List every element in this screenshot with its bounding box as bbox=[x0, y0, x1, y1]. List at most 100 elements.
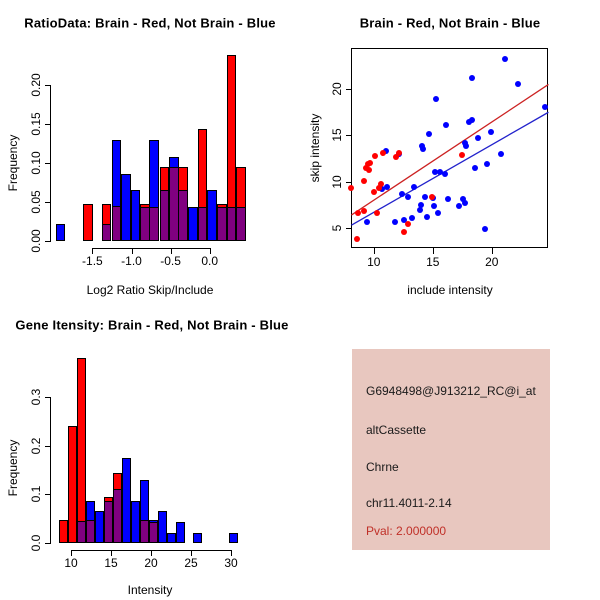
scatter-point-not-brain bbox=[474, 135, 481, 142]
hist-bar bbox=[121, 173, 131, 241]
scatter-point-not-brain bbox=[481, 225, 488, 232]
scatter-point-not-brain bbox=[379, 186, 386, 193]
hist-bar-overlap bbox=[197, 207, 208, 241]
scatter-point-not-brain bbox=[405, 194, 412, 201]
scatter-point-brain bbox=[361, 208, 368, 215]
x-axis-tick bbox=[209, 248, 211, 254]
ratio-hist-title: RatioData: Brain - Red, Not Brain - Blue bbox=[24, 15, 276, 31]
hist-bar-overlap bbox=[76, 521, 86, 543]
scatter-point-not-brain bbox=[487, 128, 494, 135]
y-axis-tick bbox=[45, 202, 50, 203]
hist-bar bbox=[130, 190, 141, 241]
scatter-point-not-brain bbox=[418, 201, 424, 208]
y-axis-tick bbox=[45, 241, 50, 242]
x-axis-tick-label: -1.5 bbox=[82, 254, 103, 268]
hist-bar-overlap bbox=[217, 207, 227, 241]
scatter-x-tick-label: 10 bbox=[367, 255, 381, 269]
gene-hist-title: Gene Itensity: Brain - Red, Not Brain - … bbox=[15, 317, 289, 333]
scatter-point-not-brain bbox=[468, 116, 475, 123]
hist-bar-overlap bbox=[140, 519, 150, 543]
scatter-point-not-brain bbox=[462, 142, 469, 149]
hist-bar bbox=[166, 533, 176, 543]
scatter-point-not-brain bbox=[445, 196, 452, 203]
scatter-point-not-brain bbox=[430, 202, 437, 209]
scatter-point-brain bbox=[375, 185, 382, 192]
probe-id-text: G6948498@J913212_RC@i_at bbox=[366, 384, 536, 398]
hist-bar bbox=[82, 203, 93, 241]
y-axis-tick-label: 0.00 bbox=[29, 229, 43, 253]
y-axis-tick bbox=[45, 124, 50, 125]
x-axis-tick-label: 25 bbox=[184, 556, 198, 570]
hist-bar-overlap bbox=[139, 207, 150, 241]
scatter-y-tick-label: 20 bbox=[330, 82, 344, 96]
scatter-plot-box bbox=[351, 48, 548, 248]
hist-bar bbox=[94, 511, 104, 543]
hist-bar bbox=[68, 426, 78, 543]
scatter-point-not-brain bbox=[442, 122, 449, 129]
gene-hist-ylabel: Frequency bbox=[6, 439, 20, 497]
y-axis-tick-label: 0.1 bbox=[29, 485, 43, 503]
scatter-point-brain bbox=[370, 188, 377, 195]
x-axis-tick bbox=[151, 550, 152, 556]
gene-info-panel: G6948498@J913212_RC@i_at altCassette Chr… bbox=[352, 349, 550, 550]
x-axis-tick-label: 15 bbox=[104, 556, 118, 570]
y-axis-tick bbox=[45, 163, 50, 164]
hist-bar bbox=[55, 223, 66, 241]
scatter-point-not-brain bbox=[541, 103, 548, 110]
scatter-point-brain bbox=[395, 149, 402, 156]
hist-bar-overlap bbox=[112, 489, 122, 543]
y-axis-tick-label: 0.05 bbox=[29, 190, 43, 214]
y-axis-tick bbox=[45, 85, 50, 86]
scatter-point-not-brain bbox=[383, 184, 390, 191]
hist-bar-overlap bbox=[236, 207, 246, 241]
ratio-hist-ylabel: Frequency bbox=[6, 134, 20, 192]
splice-type-text: altCassette bbox=[366, 423, 427, 437]
scatter-point-not-brain bbox=[461, 199, 468, 206]
hist-bar bbox=[76, 357, 86, 543]
x-axis-line bbox=[92, 248, 211, 249]
y-axis-tick-label: 0.20 bbox=[29, 73, 43, 97]
hist-bar-overlap bbox=[148, 522, 158, 543]
scatter-point-not-brain bbox=[484, 161, 491, 168]
x-axis-tick-label: 30 bbox=[224, 556, 238, 570]
locus-text: chr11.4011-2.14 bbox=[366, 496, 452, 510]
scatter-point-not-brain bbox=[436, 169, 443, 176]
hist-bar-overlap bbox=[226, 207, 237, 241]
scatter-point-brain bbox=[348, 185, 355, 192]
x-axis-tick bbox=[231, 550, 232, 556]
scatter-y-tick-label: 15 bbox=[330, 128, 344, 143]
hist-bar-overlap bbox=[101, 223, 112, 241]
hist-bar bbox=[58, 519, 68, 543]
scatter-point-not-brain bbox=[408, 214, 415, 221]
hist-bar bbox=[122, 458, 132, 543]
scatter-y-tick-label: 10 bbox=[330, 175, 344, 189]
scatter-point-not-brain bbox=[426, 131, 433, 138]
scatter-y-tick bbox=[346, 135, 351, 137]
y-axis-tick bbox=[45, 494, 50, 496]
hist-bar-overlap bbox=[149, 207, 159, 241]
scatter-point-brain bbox=[405, 221, 412, 228]
x-axis-tick bbox=[131, 248, 133, 254]
scatter-point-not-brain bbox=[433, 96, 440, 103]
x-axis-tick bbox=[71, 550, 72, 556]
scatter-x-tick bbox=[491, 248, 493, 254]
y-axis-tick-label: 0.10 bbox=[29, 151, 43, 175]
y-axis-tick bbox=[45, 396, 50, 398]
scatter-point-brain bbox=[354, 236, 361, 243]
x-axis-tick bbox=[170, 248, 172, 254]
scatter-point-not-brain bbox=[421, 194, 428, 201]
x-axis-tick bbox=[92, 248, 94, 254]
scatter-ylabel: skip intensity bbox=[308, 113, 322, 183]
scatter-point-brain bbox=[401, 228, 408, 235]
scatter-point-brain bbox=[393, 153, 400, 160]
scatter-point-not-brain bbox=[514, 80, 521, 87]
hist-bar bbox=[188, 207, 199, 241]
hist-bar bbox=[158, 511, 168, 543]
y-axis-tick bbox=[45, 445, 50, 447]
scatter-point-brain bbox=[377, 181, 384, 188]
ratio-hist-xlabel: Log2 Ratio Skip/Include bbox=[86, 283, 214, 297]
scatter-point-not-brain bbox=[399, 190, 406, 197]
gene-name-text: Chrne bbox=[366, 460, 399, 474]
x-axis-tick-label: -0.5 bbox=[160, 254, 181, 268]
